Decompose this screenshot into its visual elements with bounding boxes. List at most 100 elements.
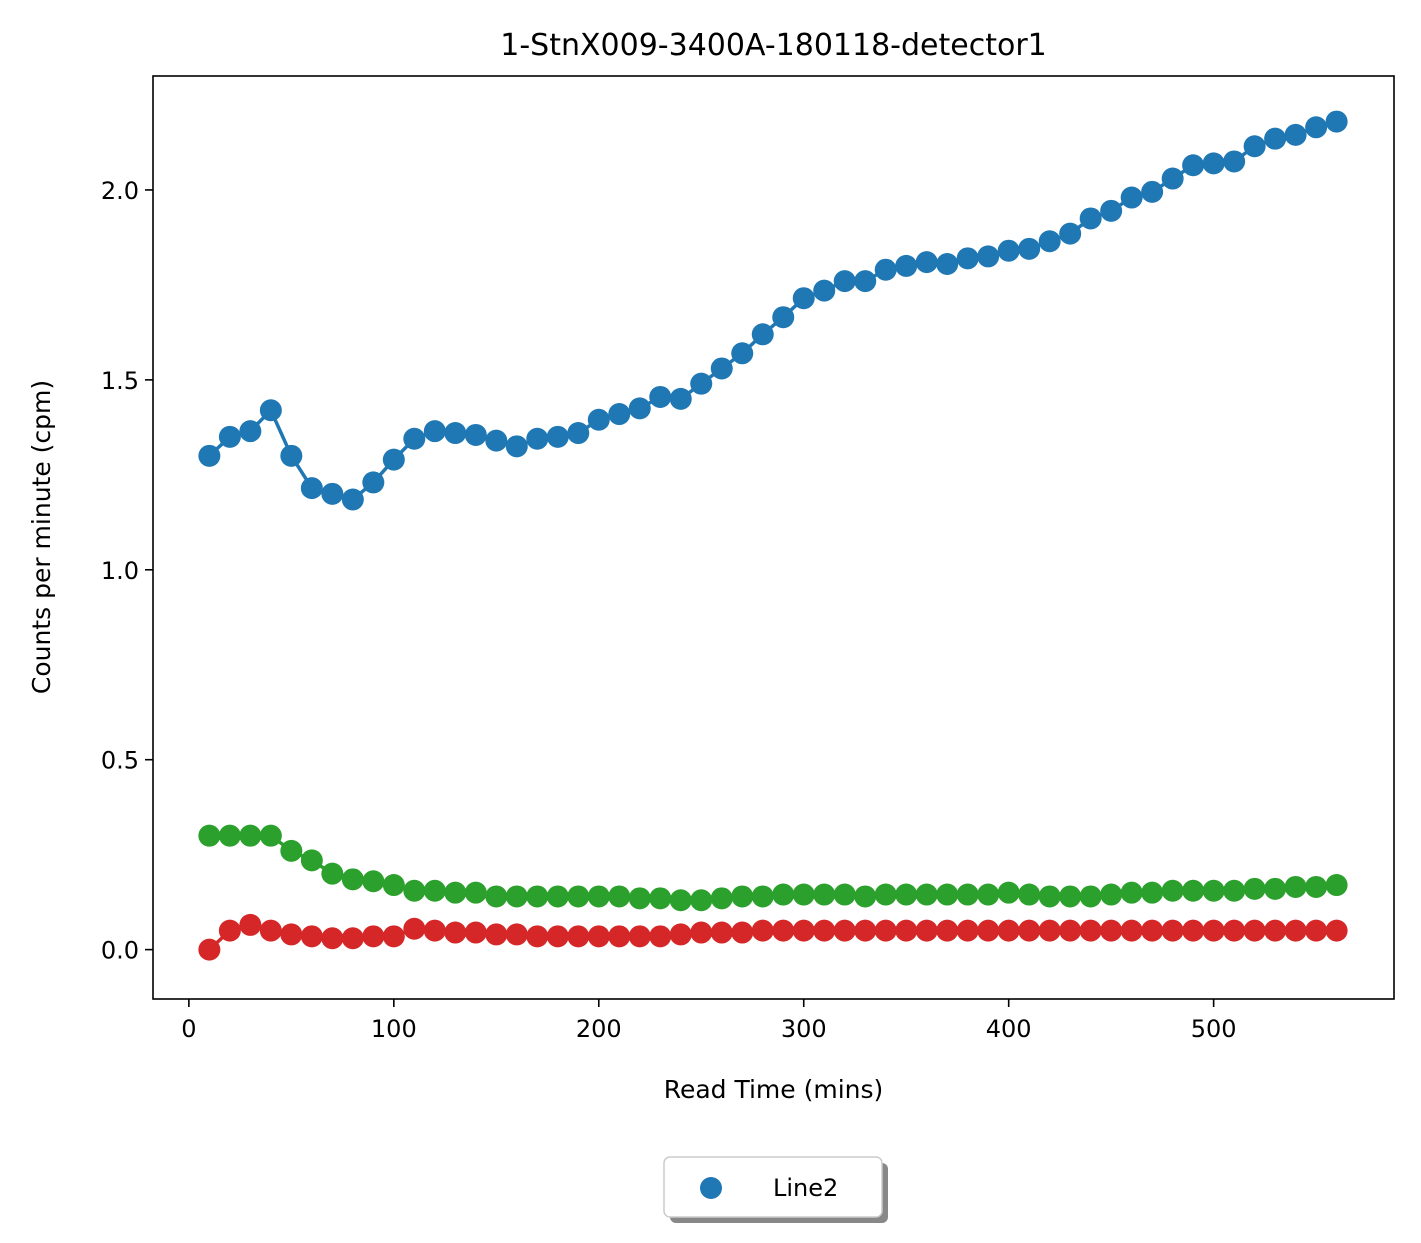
data-point [526,885,549,908]
data-point [485,923,508,946]
data-point [1325,919,1348,942]
data-point [546,425,569,448]
data-point [977,919,1000,942]
data-point [997,919,1020,942]
data-point [690,372,713,395]
data-point [956,919,979,942]
data-point [1264,877,1287,900]
data-point [1202,919,1225,942]
x-tick-label: 100 [371,1015,417,1043]
data-point [280,839,303,862]
data-point [710,887,733,910]
data-point [300,925,323,948]
data-point [1264,127,1287,150]
data-point [259,919,282,942]
data-point [669,889,692,912]
data-point [710,921,733,944]
data-point [1202,152,1225,175]
data-point [936,253,959,276]
data-point [567,925,590,948]
legend-label: Line2 [773,1174,838,1202]
data-point [218,425,241,448]
data-point [341,927,364,950]
data-point [1243,877,1266,900]
data-point [1079,919,1102,942]
data-point [854,885,877,908]
data-point [1100,883,1123,906]
data-point [1325,874,1348,897]
series-layer [198,110,1348,961]
data-point [423,420,446,443]
data-point [1141,180,1164,203]
data-point [1059,222,1082,245]
data-point [1223,150,1246,173]
data-point [1284,919,1307,942]
data-point [813,883,836,906]
data-point [1305,116,1328,139]
data-point [1161,919,1184,942]
x-tick-label: 500 [1191,1015,1237,1043]
data-point [259,399,282,422]
data-point [1079,885,1102,908]
data-point [608,925,631,948]
data-point [403,879,426,902]
data-point [608,885,631,908]
data-point [1182,879,1205,902]
y-tick-label: 2.0 [101,177,139,205]
data-point [772,883,795,906]
data-point [915,883,938,906]
data-point [1120,919,1143,942]
data-point [915,251,938,274]
data-point [874,883,897,906]
data-point [321,482,344,505]
data-point [854,270,877,293]
legend-marker [700,1177,722,1199]
data-point [1141,919,1164,942]
y-axis: 0.0 0.5 1.0 1.5 2.0 [101,177,153,965]
data-point [1038,919,1061,942]
data-point [1120,186,1143,209]
data-point [382,874,405,897]
data-point [464,423,487,446]
data-point [751,885,774,908]
data-point [854,919,877,942]
data-point [1038,885,1061,908]
data-point [731,342,754,365]
data-point [731,921,754,944]
data-point [915,919,938,942]
data-point [1223,919,1246,942]
data-point [977,883,1000,906]
data-point [669,923,692,946]
data-point [1120,881,1143,904]
legend-box [663,1156,883,1218]
data-point [813,279,836,302]
data-point [690,921,713,944]
data-point [341,488,364,511]
data-point [505,923,528,946]
data-point [1018,883,1041,906]
data-point [403,427,426,450]
y-tick-label: 0.0 [101,937,139,965]
data-point [546,925,569,948]
data-point [628,925,651,948]
data-point [587,925,610,948]
data-point [444,921,467,944]
x-tick-label: 0 [181,1015,196,1043]
data-point [218,824,241,847]
x-tick-label: 200 [576,1015,622,1043]
data-point [628,397,651,420]
data-point [505,435,528,458]
plot-frame [152,75,1395,1000]
data-point [464,921,487,944]
x-axis: 0 100 200 300 400 500 [181,999,1237,1043]
data-point [956,883,979,906]
data-point [1325,110,1348,133]
data-point [1059,885,1082,908]
data-point [567,885,590,908]
data-point [895,919,918,942]
data-point [1243,135,1266,158]
data-point [608,403,631,426]
data-point [895,254,918,277]
data-point [1264,919,1287,942]
data-point [1202,879,1225,902]
